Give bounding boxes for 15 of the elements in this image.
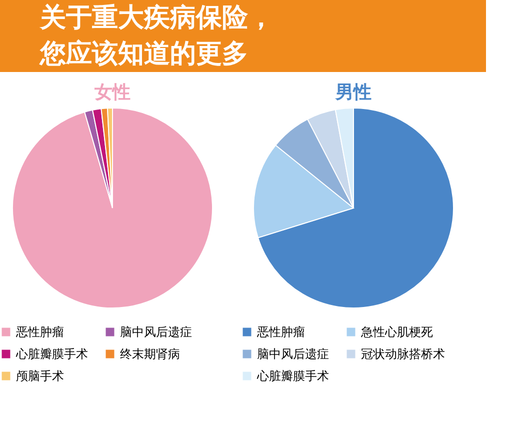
legend-label: 终末期肾病 (120, 347, 180, 361)
chart-title: 女性 (94, 82, 130, 103)
legend-label: 心脏瓣膜手术 (256, 369, 329, 383)
legend-label: 颅脑手术 (16, 369, 64, 383)
text: 您应该知道的更多 (39, 39, 248, 69)
legend-label: 恶性肿瘤 (256, 325, 305, 339)
chart-title: 男性 (334, 82, 372, 103)
legend-label: 恶性肿瘤 (15, 325, 64, 339)
legend-label: 脑中风后遗症 (257, 347, 329, 361)
pie-slice (12, 108, 213, 308)
text: 关于重大疾病保险， (39, 3, 274, 33)
legend-label: 冠状动脉搭桥术 (361, 347, 445, 361)
legend-label: 急性心肌梗死 (360, 325, 433, 339)
legend-label: 脑中风后遗症 (120, 325, 192, 339)
legend-label: 心脏瓣膜手术 (15, 347, 88, 361)
